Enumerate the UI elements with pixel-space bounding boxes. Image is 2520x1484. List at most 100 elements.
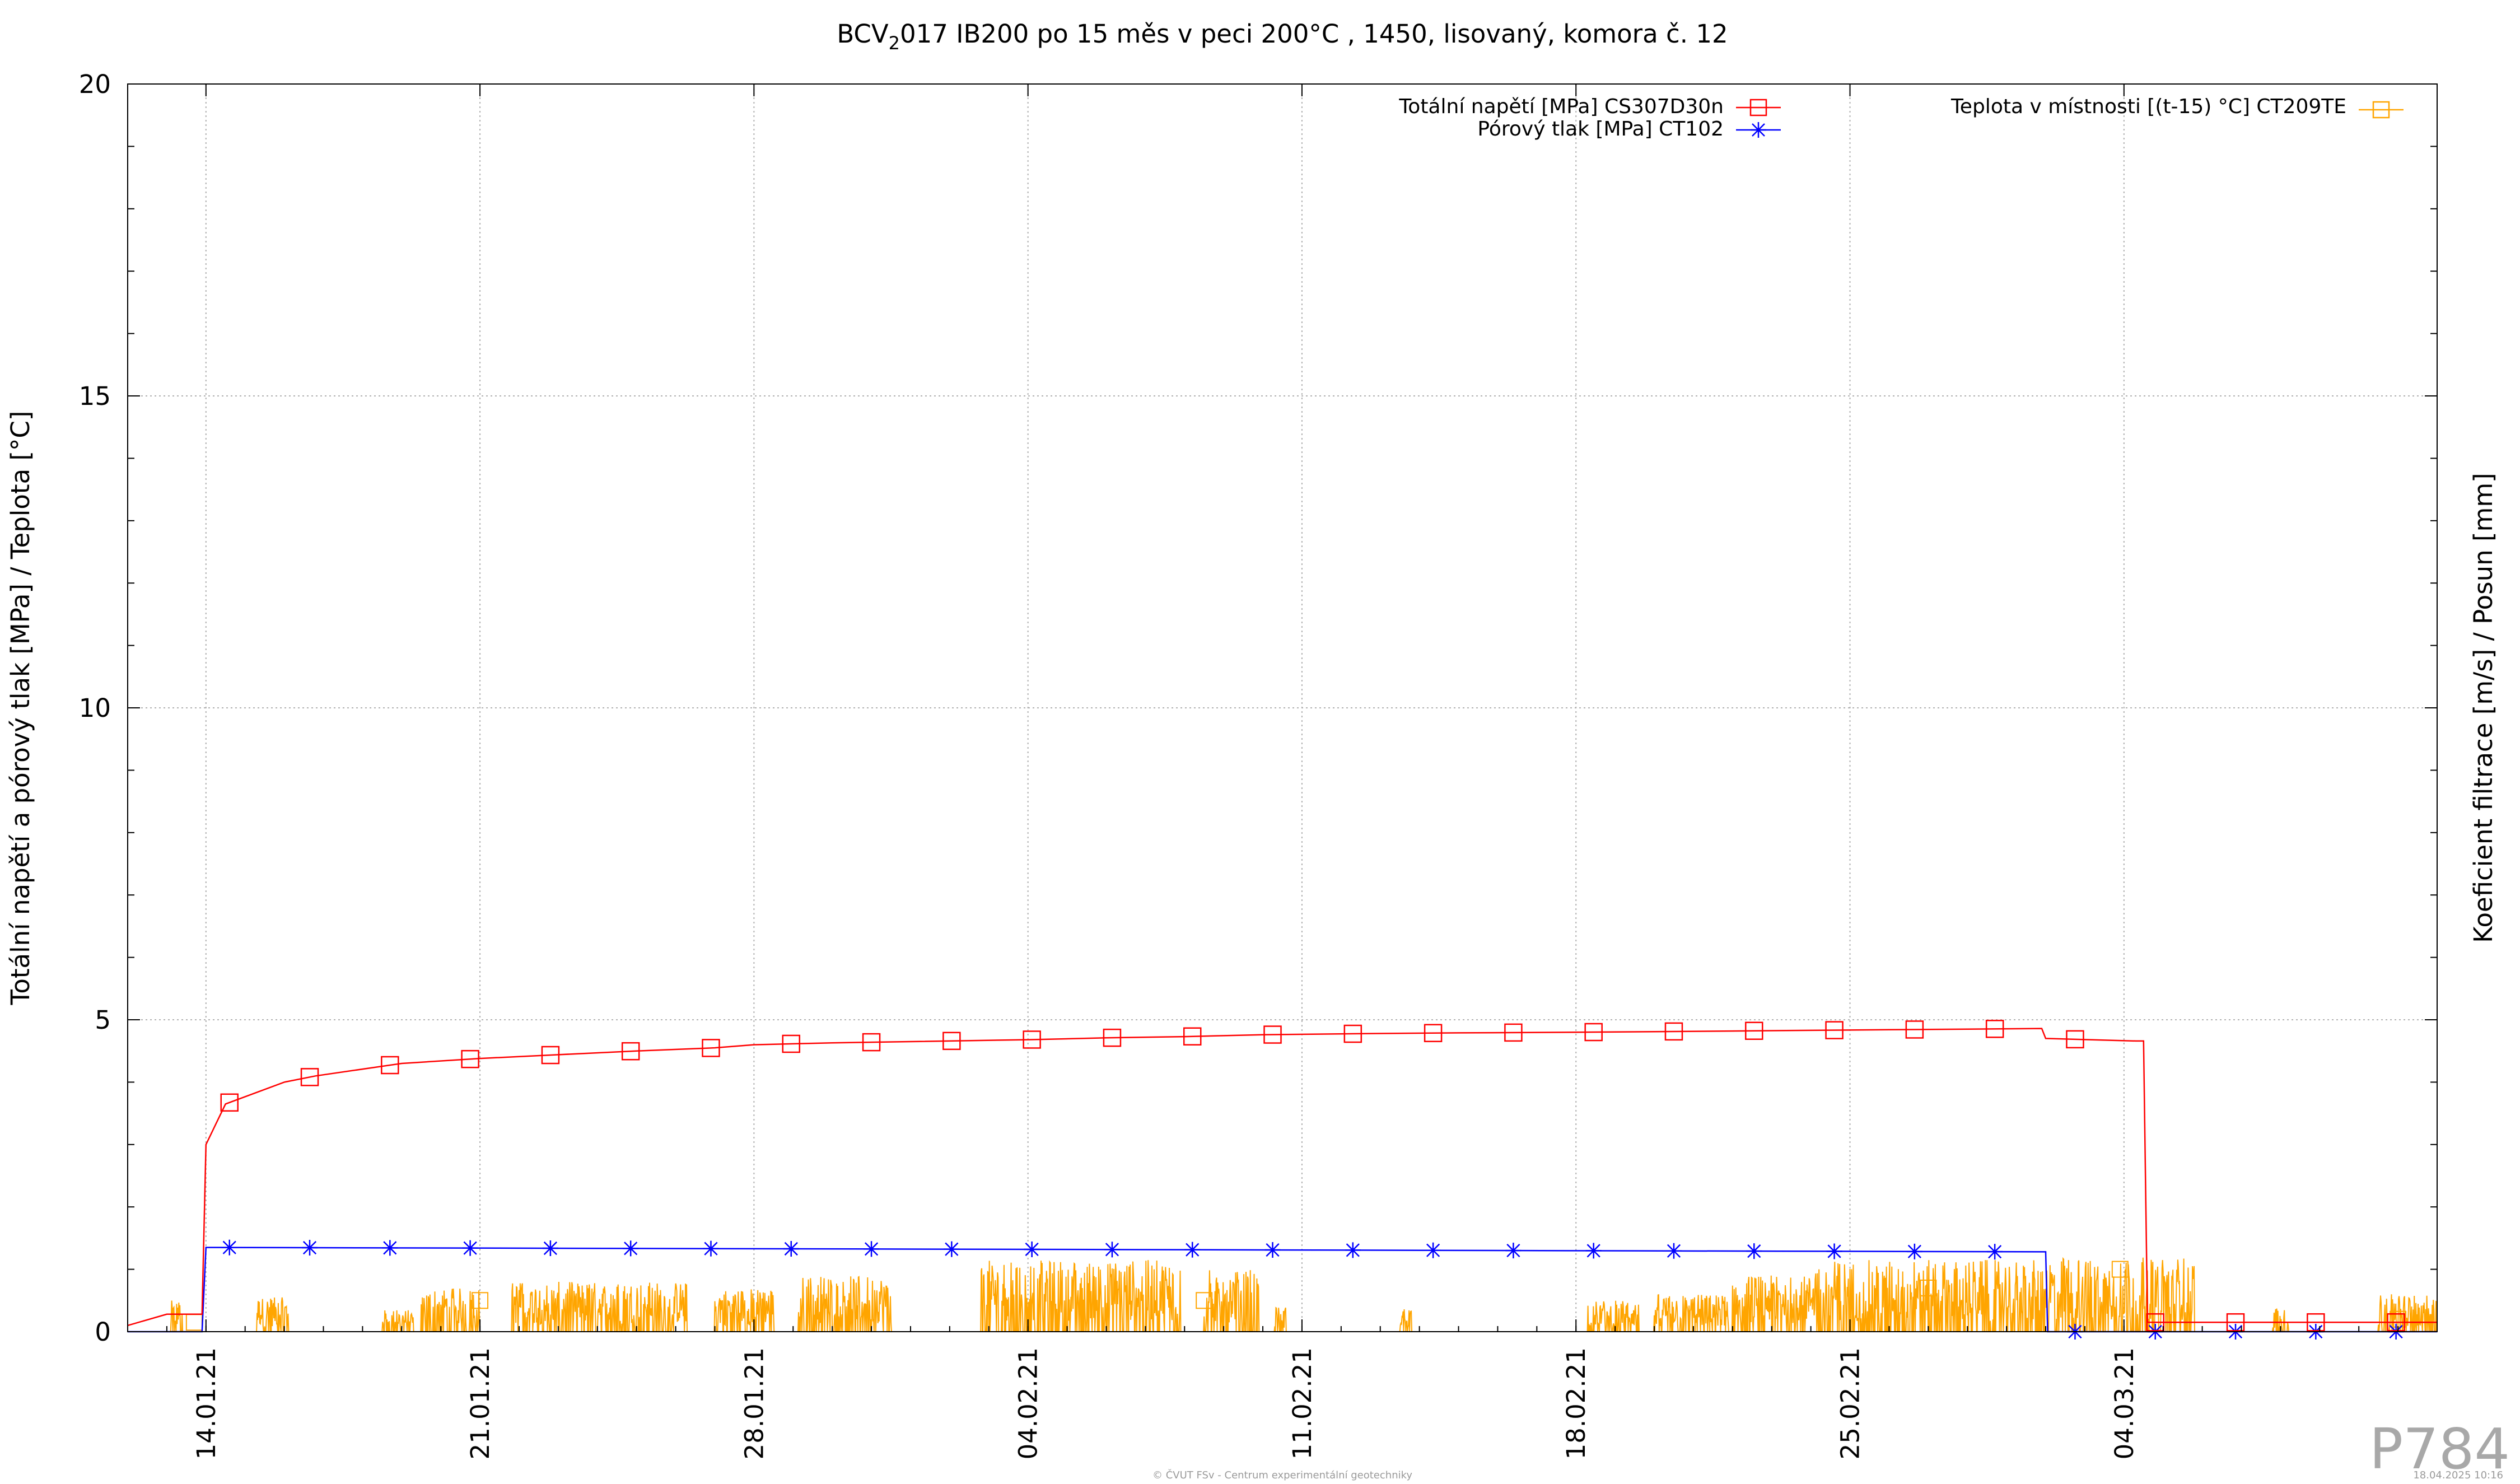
pore-pressure-marker-stroke	[945, 1242, 959, 1256]
series-total-stress	[127, 1020, 2437, 1332]
room-temperature-marker	[1196, 1292, 1213, 1309]
legend-marker-pore-pressure	[1751, 122, 1766, 138]
pore-pressure-marker	[1264, 1242, 1281, 1258]
room-temperature-marker	[472, 1292, 489, 1309]
total-stress-marker	[1263, 1025, 1282, 1044]
pore-pressure-marker-stroke	[624, 1242, 638, 1256]
x-tick-label: 11.02.21	[1287, 1347, 1317, 1459]
x-tick-label: 18.02.21	[1561, 1347, 1591, 1459]
total-stress-marker	[1664, 1022, 1683, 1041]
total-stress-marker	[1023, 1030, 1041, 1049]
pore-pressure-marker	[864, 1241, 880, 1257]
pore-pressure-marker	[703, 1240, 719, 1257]
legend-label-room-temperature: Teplota v místnosti [(t-15) °C] CT209TE	[1950, 95, 2346, 118]
pore-pressure-marker-stroke	[1988, 1245, 2002, 1259]
footer-timestamp: 18.04.2025 10:16	[2413, 1469, 2503, 1481]
pore-pressure-marker	[382, 1240, 398, 1256]
pore-pressure-marker-stroke	[1747, 1244, 1761, 1258]
x-tick-label: 04.02.21	[1014, 1347, 1043, 1459]
pore-pressure-marker-stroke	[864, 1242, 879, 1256]
legend-marker-total-stress	[1749, 99, 1767, 116]
x-axis-ticks: 14.01.21 21.01.21 28.01.21 04.02.21 11.02.21…	[127, 84, 2438, 1459]
total-stress-marker	[1584, 1023, 1603, 1042]
pore-pressure-marker-stroke	[1667, 1244, 1681, 1258]
pore-pressure-marker-stroke	[302, 1240, 317, 1255]
pore-pressure-marker	[1104, 1242, 1120, 1258]
pore-pressure-marker	[623, 1240, 639, 1257]
total-stress-marker	[1103, 1028, 1122, 1047]
y-tick-label: 10	[79, 693, 111, 723]
pore-pressure-marker-stroke	[222, 1240, 236, 1254]
y-axis-ticks: 0 5 10 15 20	[79, 69, 2437, 1347]
total-stress-marker	[541, 1046, 560, 1065]
footer-copyright: © ČVUT FSv - Centrum experimentální geot…	[1152, 1469, 1412, 1481]
total-stress-marker	[1905, 1020, 1924, 1039]
pore-pressure-marker-stroke	[704, 1242, 718, 1256]
pore-pressure-marker	[1746, 1243, 1762, 1259]
y-tick-label: 15	[79, 381, 111, 411]
pore-pressure-marker-stroke	[784, 1242, 798, 1256]
pore-pressure-marker-stroke	[1346, 1243, 1360, 1257]
total-stress-marker	[1343, 1024, 1362, 1043]
y-tick-label: 0	[95, 1317, 111, 1347]
pore-pressure-marker	[221, 1239, 237, 1256]
room-temperature-marker	[2111, 1261, 2129, 1278]
pore-pressure-marker	[944, 1241, 960, 1257]
pore-pressure-marker-stroke	[463, 1241, 477, 1255]
total-stress-marker	[862, 1033, 881, 1052]
pore-pressure-marker	[1345, 1242, 1361, 1258]
total-stress-marker	[2387, 1313, 2405, 1332]
room-temperature-marker	[185, 1314, 203, 1331]
total-stress-line	[127, 1028, 2437, 1327]
chart-title: BCV2017 IB200 po 15 měs v peci 200°C , 1…	[837, 19, 1728, 54]
pore-pressure-marker	[783, 1240, 799, 1257]
total-stress-marker	[1424, 1024, 1443, 1043]
total-stress-marker	[300, 1068, 319, 1086]
total-stress-marker	[1825, 1021, 1844, 1039]
x-tick-label: 14.01.21	[192, 1347, 221, 1459]
legend-label-pore-pressure: Pórový tlak [MPa] CT102	[1477, 118, 1724, 141]
pore-pressure-marker	[1585, 1243, 1602, 1259]
y-tick-label: 5	[95, 1005, 111, 1035]
x-tick-label: 21.01.21	[465, 1347, 495, 1459]
room-temperature-marker	[1920, 1280, 1937, 1297]
pore-pressure-marker	[302, 1240, 318, 1256]
legend-marker-stroke	[1752, 123, 1765, 137]
pore-pressure-marker	[1987, 1244, 2003, 1260]
total-stress-marker	[220, 1093, 239, 1112]
pore-pressure-marker-stroke	[1105, 1243, 1119, 1257]
total-stress-marker	[1504, 1023, 1523, 1042]
pore-pressure-marker	[1665, 1243, 1682, 1259]
legend-label-total-stress: Totální napětí [MPa] CS307D30n	[1398, 95, 1724, 118]
pore-pressure-marker	[1425, 1242, 1441, 1258]
pore-pressure-marker	[1505, 1243, 1522, 1259]
pore-pressure-marker-stroke	[1025, 1242, 1039, 1257]
total-stress-marker	[782, 1034, 801, 1053]
legend-symbols	[1736, 99, 2404, 138]
total-stress-marker	[461, 1049, 479, 1068]
pore-pressure-marker	[1184, 1242, 1201, 1258]
total-stress-marker	[621, 1042, 640, 1061]
pore-pressure-marker	[1024, 1241, 1040, 1257]
total-stress-marker	[1745, 1021, 1763, 1040]
y2-axis-label: Koeficient filtrace [m/s] / Posun [mm]	[2468, 473, 2498, 943]
total-stress-marker	[1183, 1027, 1202, 1046]
pore-pressure-marker-stroke	[1586, 1244, 1600, 1258]
pore-pressure-marker	[1906, 1243, 1922, 1259]
pore-pressure-marker-stroke	[1506, 1243, 1520, 1258]
total-stress-marker	[2066, 1030, 2084, 1049]
series-room-temperature	[128, 1257, 2437, 1332]
x-tick-label: 28.01.21	[739, 1347, 769, 1459]
y-axis-label: Totální napětí a pórový tlak [MPa] / Tep…	[6, 411, 35, 1006]
pore-pressure-marker-stroke	[543, 1241, 557, 1256]
watermark-code: P784	[2369, 1416, 2510, 1482]
total-stress-marker	[942, 1032, 961, 1051]
total-stress-marker	[381, 1056, 399, 1075]
pore-pressure-marker-stroke	[383, 1241, 397, 1255]
total-stress-marker	[1985, 1020, 2004, 1038]
legend-marker-room-temperature	[2372, 101, 2390, 119]
pore-pressure-marker	[462, 1240, 478, 1256]
pore-pressure-marker-stroke	[1186, 1243, 1200, 1257]
total-stress-marker	[2307, 1313, 2325, 1332]
